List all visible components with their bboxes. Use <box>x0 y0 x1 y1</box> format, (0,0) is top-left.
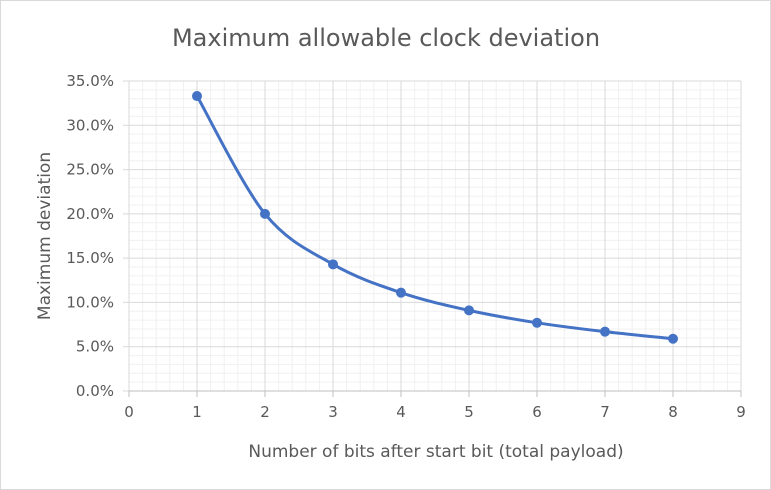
x-tick-label: 6 <box>532 403 542 421</box>
data-point <box>464 305 474 316</box>
x-tick-label: 4 <box>396 403 406 421</box>
data-point <box>396 287 406 298</box>
y-tick-label: 5.0% <box>76 338 114 356</box>
x-tick-label: 5 <box>464 403 474 421</box>
x-tick-label: 0 <box>124 403 134 421</box>
y-tick-label: 0.0% <box>76 382 114 400</box>
x-tick-label: 3 <box>328 403 338 421</box>
y-tick-label: 30.0% <box>66 116 114 134</box>
x-tick-label: 9 <box>736 403 746 421</box>
y-tick-label: 25.0% <box>66 161 114 179</box>
y-tick-label: 10.0% <box>66 293 114 311</box>
x-tick-label: 2 <box>260 403 270 421</box>
data-point <box>260 208 270 219</box>
data-point <box>668 333 678 344</box>
x-tick-label: 1 <box>192 403 202 421</box>
y-tick-label: 15.0% <box>66 249 114 267</box>
data-point <box>532 317 542 328</box>
x-axis-label: Number of bits after start bit (total pa… <box>248 442 623 462</box>
y-axis-label: Maximum deviation <box>35 152 55 320</box>
data-point <box>328 259 338 270</box>
data-point <box>192 91 202 102</box>
y-tick-label: 20.0% <box>66 205 114 223</box>
data-point <box>600 326 610 337</box>
x-tick-label: 7 <box>600 403 610 421</box>
y-tick-label: 35.0% <box>66 72 114 90</box>
chart-title: Maximum allowable clock deviation <box>172 24 600 52</box>
x-tick-label: 8 <box>668 403 678 421</box>
